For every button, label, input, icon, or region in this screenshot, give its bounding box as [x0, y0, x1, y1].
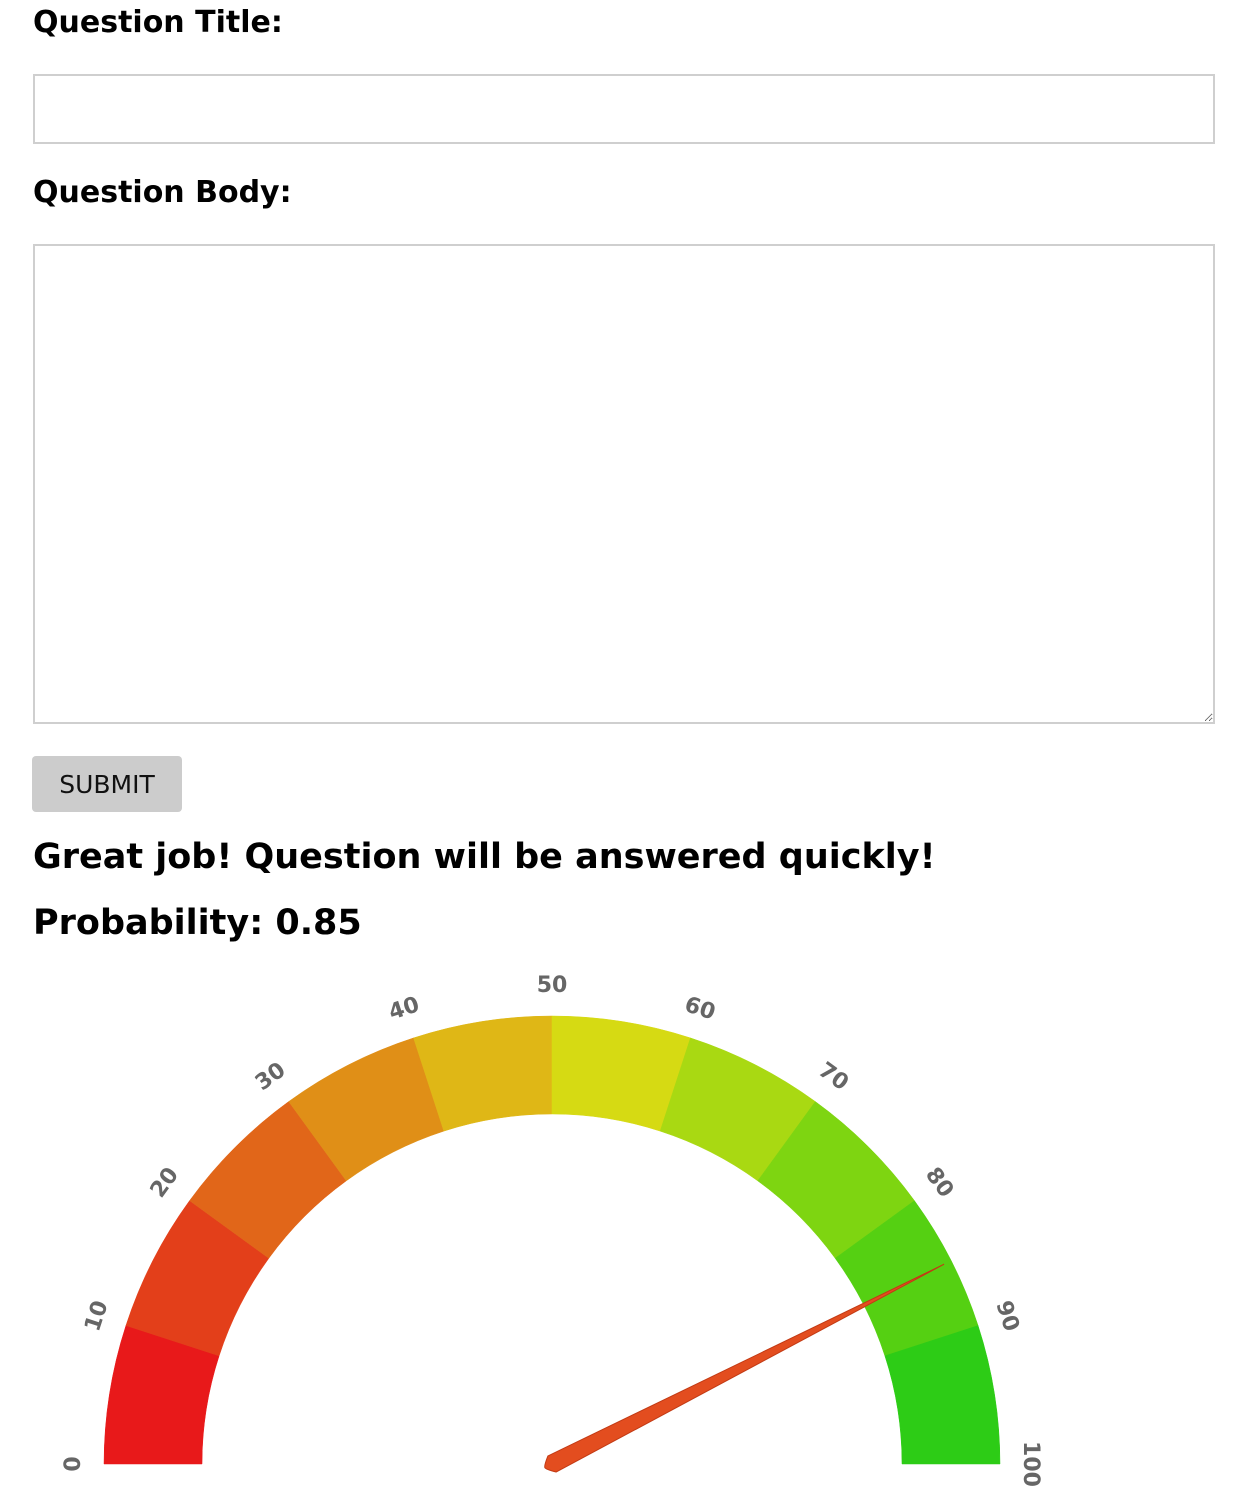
gauge-tick-label: 80	[920, 1163, 958, 1202]
probability-gauge: 0 10 20 30 40 50 60 70 80 90 100	[61, 973, 1043, 1487]
gauge-tick-label: 60	[681, 992, 718, 1025]
question-body-label: Question Body:	[33, 175, 292, 210]
gauge-tick-label: 90	[990, 1298, 1023, 1335]
gauge-tick-label: 100	[1018, 1441, 1043, 1487]
result-message: Great job! Question will be answered qui…	[33, 837, 936, 877]
gauge-needle	[544, 1263, 945, 1473]
question-title-label: Question Title:	[33, 5, 283, 40]
gauge-band	[884, 1325, 1001, 1465]
question-title-input[interactable]	[33, 74, 1215, 144]
gauge-tick-label: 70	[814, 1058, 853, 1096]
question-body-textarea[interactable]	[33, 244, 1215, 724]
probability-text: Probability: 0.85	[33, 903, 362, 943]
gauge-tick-label: 10	[80, 1298, 113, 1335]
gauge-tick-label: 0	[61, 1456, 86, 1471]
gauge-tick-label: 40	[386, 992, 423, 1025]
gauge-tick-label: 30	[251, 1058, 290, 1096]
submit-button[interactable]: SUBMIT	[32, 756, 182, 812]
gauge-tick-label: 50	[537, 973, 568, 998]
gauge-tick-label: 20	[146, 1163, 184, 1202]
